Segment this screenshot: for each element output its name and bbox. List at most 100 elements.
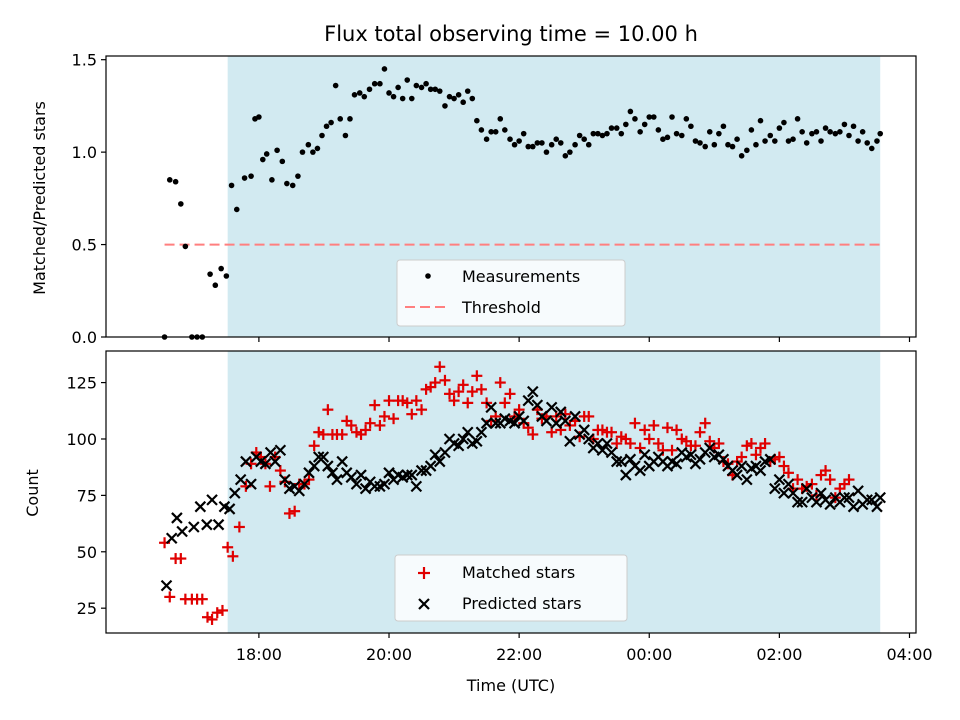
measurement-point [678,132,685,139]
matched-star-marker [164,591,176,603]
measurement-point [366,86,373,93]
measurement-point [716,130,722,137]
measurement-point [284,180,290,187]
measurement-point [803,140,810,146]
measurement-point [818,138,824,144]
measurement-point [632,116,638,122]
measurement-point [342,132,349,139]
ratio-legend: Measurements Threshold [396,259,626,327]
predicted-star-marker [670,458,683,470]
matched-star-marker [429,377,441,389]
legend-matched-marker [418,567,430,579]
measurement-point [595,130,601,137]
predicted-star-marker [274,444,287,457]
predicted-star-marker [383,467,395,479]
predicted-star-marker [378,478,391,490]
measurement-point [567,149,573,155]
matched-star-marker [360,424,372,436]
legend-threshold-label: Threshold [461,298,541,317]
matched-star-marker [499,397,511,409]
measurement-point [581,136,587,142]
measurement-point [813,128,820,135]
matched-star-marker [773,451,785,463]
predicted-star-marker [596,444,609,457]
measurement-point [702,143,709,150]
measurement-point [347,116,353,122]
predicted-star-marker [540,415,553,427]
predicted-star-marker [188,521,200,533]
measurement-point [241,175,248,181]
matched-star-marker [820,465,832,477]
measurement-point [259,156,266,163]
measurement-point [864,140,871,146]
measurement-point [757,117,764,124]
predicted-star-marker [852,485,864,497]
matched-star-marker [227,550,239,562]
predicted-star-marker [326,467,339,479]
measurement-point [794,116,801,122]
predicted-star-marker [735,460,748,472]
predicted-star-marker [545,401,558,414]
count-x-tick-label: 02:00 [756,645,802,664]
predicted-star-marker [764,453,777,466]
matched-star-marker [671,424,683,436]
measurement-point [799,128,805,135]
predicted-star-marker [620,469,632,481]
matched-star-marker [416,404,428,416]
matched-star-marker [475,383,487,395]
predicted-star-marker [517,415,530,427]
ratio-legend-box [396,259,626,327]
predicted-star-marker [773,473,786,486]
measurement-point [408,95,415,102]
predicted-star-marker [861,494,873,506]
ratio-y-tick-label: 0.0 [72,328,97,347]
measurement-point [178,201,184,207]
measurement-point [289,182,296,189]
matched-star-marker [216,604,228,616]
matched-star-marker [652,437,664,449]
measurement-point [562,153,569,159]
measurement-point [299,149,306,155]
measurement-point [332,82,339,89]
predicted-star-marker [769,482,781,495]
predicted-star-marker [452,439,465,452]
predicted-star-marker [800,482,813,495]
predicted-star-marker [439,446,451,459]
matched-star-marker [434,361,446,373]
measurement-point [557,140,564,146]
measurement-point [390,93,397,100]
matched-star-marker [233,521,245,533]
predicted-star-marker [843,491,855,504]
predicted-star-marker [471,435,483,448]
measurement-point [841,121,848,128]
count-y-ticks: 25 50 75 100 125 [66,374,106,618]
matched-star-marker [196,593,208,605]
predicted-star-marker [322,460,334,472]
measurement-point [310,149,316,155]
predicted-star-marker [457,433,469,445]
measurement-point [404,77,411,83]
matched-star-marker [410,395,422,407]
measurement-point [785,138,792,144]
predicted-star-marker [298,478,311,490]
predicted-star-marker [522,394,535,407]
matched-star-marker [336,428,348,440]
matched-star-marker [175,553,187,565]
count-x-tick-label: 00:00 [626,645,672,664]
predicted-star-marker [317,451,330,463]
measurement-point [492,128,499,135]
predicted-star-marker [415,464,428,477]
predicted-star-marker [410,480,423,493]
matched-star-marker [364,417,376,429]
count-x-tick-label: 22:00 [496,645,542,664]
predicted-star-marker [245,478,257,490]
matched-star-marker [611,437,623,449]
measurement-point [859,128,866,135]
measurement-point [548,141,555,148]
predicted-star-marker [871,500,883,513]
measurement-point [395,84,401,91]
predicted-star-marker [401,469,414,481]
predicted-star-marker [264,446,277,459]
measurement-point [279,158,286,165]
predicted-star-marker [815,487,827,499]
